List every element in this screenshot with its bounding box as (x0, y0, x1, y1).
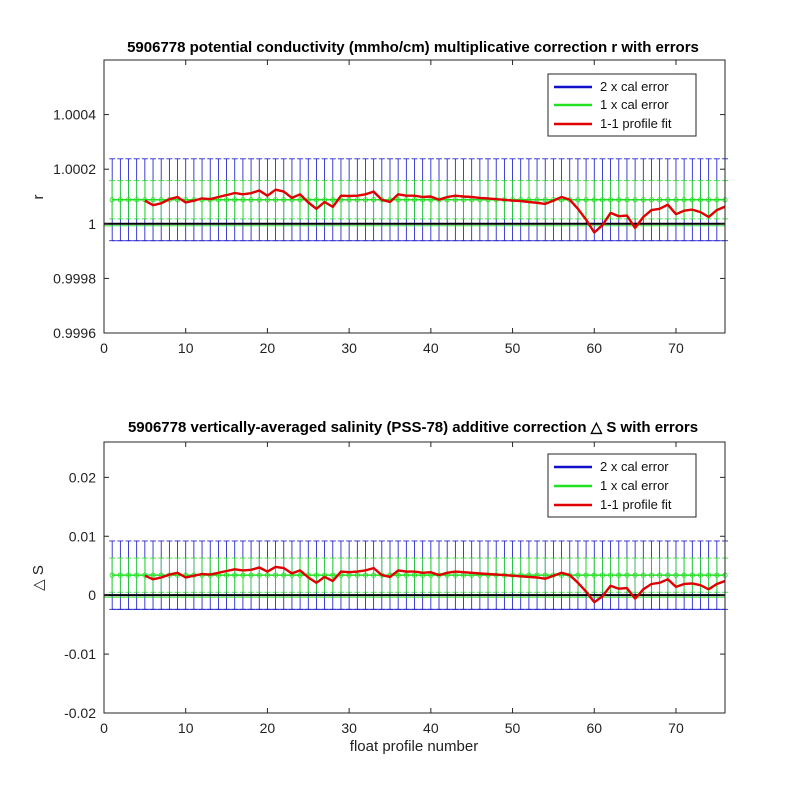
x-tick-label: 50 (505, 340, 521, 356)
y-tick-label: -0.01 (64, 646, 96, 662)
profile-fit-series (144, 565, 726, 604)
x-tick-label: 50 (505, 720, 521, 736)
legend-label-fit: 1-1 profile fit (600, 497, 672, 512)
zero-correction-line (104, 222, 725, 227)
legend-label-cal1: 1 x cal error (600, 97, 669, 112)
y-axis-label: △ S (30, 565, 47, 591)
x-tick-label: 70 (668, 720, 684, 736)
x-tick-label: 20 (260, 340, 276, 356)
plot-frame (103, 441, 726, 714)
legend: 2 x cal error 1 x cal error 1-1 profile … (547, 73, 697, 137)
y-tick-label: 0.01 (69, 528, 96, 544)
chart-salinity-correction: 5906778 vertically-averaged salinity (PS… (30, 419, 728, 755)
x-tick-label: 10 (178, 720, 194, 736)
chart-conductivity-correction: 5906778 potential conductivity (mmho/cm)… (30, 39, 728, 356)
profile-fit-series (144, 188, 726, 234)
x-tick-label: 40 (423, 720, 439, 736)
x-tick-label: 70 (668, 340, 684, 356)
x-tick-label: 30 (341, 720, 357, 736)
y-axis-label: r (30, 195, 47, 200)
cal-error-1x-bars (109, 180, 728, 220)
x-tick-label: 40 (423, 340, 439, 356)
x-axis-ticks: 0 10 20 30 40 50 60 70 (100, 60, 684, 356)
x-tick-label: 0 (100, 340, 108, 356)
y-axis-ticks: -0.02 -0.01 0 0.01 0.02 (64, 469, 725, 721)
x-axis-ticks: 0 10 20 30 40 50 60 70 (100, 442, 684, 736)
x-axis-label: float profile number (350, 738, 478, 755)
x-tick-label: 0 (100, 720, 108, 736)
y-tick-label: 0 (88, 587, 96, 603)
y-tick-label: -0.02 (64, 705, 96, 721)
y-tick-label: 0.02 (69, 469, 96, 485)
y-tick-label: 0.9996 (53, 325, 96, 341)
plot-frame (103, 59, 726, 334)
y-tick-label: 0.9998 (53, 270, 96, 286)
legend-label-cal2: 2 x cal error (600, 459, 669, 474)
x-tick-label: 10 (178, 340, 194, 356)
zero-correction-line (104, 594, 725, 598)
x-tick-label: 60 (586, 340, 602, 356)
legend-label-cal1: 1 x cal error (600, 478, 669, 493)
y-tick-label: 1 (88, 216, 96, 232)
profile-fit-line (144, 565, 726, 604)
legend-label-cal2: 2 x cal error (600, 79, 669, 94)
chart-title: 5906778 potential conductivity (mmho/cm)… (127, 39, 699, 56)
y-axis-ticks: 0.9996 0.9998 1 1.0002 1.0004 (53, 107, 725, 341)
x-tick-label: 60 (586, 720, 602, 736)
chart-title: 5906778 vertically-averaged salinity (PS… (128, 419, 698, 436)
profile-fit-line (144, 188, 726, 234)
y-tick-label: 1.0002 (53, 161, 96, 177)
x-tick-label: 30 (341, 340, 357, 356)
legend: 2 x cal error 1 x cal error 1-1 profile … (547, 453, 697, 518)
legend-label-fit: 1-1 profile fit (600, 116, 672, 131)
y-tick-label: 1.0004 (53, 107, 96, 123)
x-tick-label: 20 (260, 720, 276, 736)
